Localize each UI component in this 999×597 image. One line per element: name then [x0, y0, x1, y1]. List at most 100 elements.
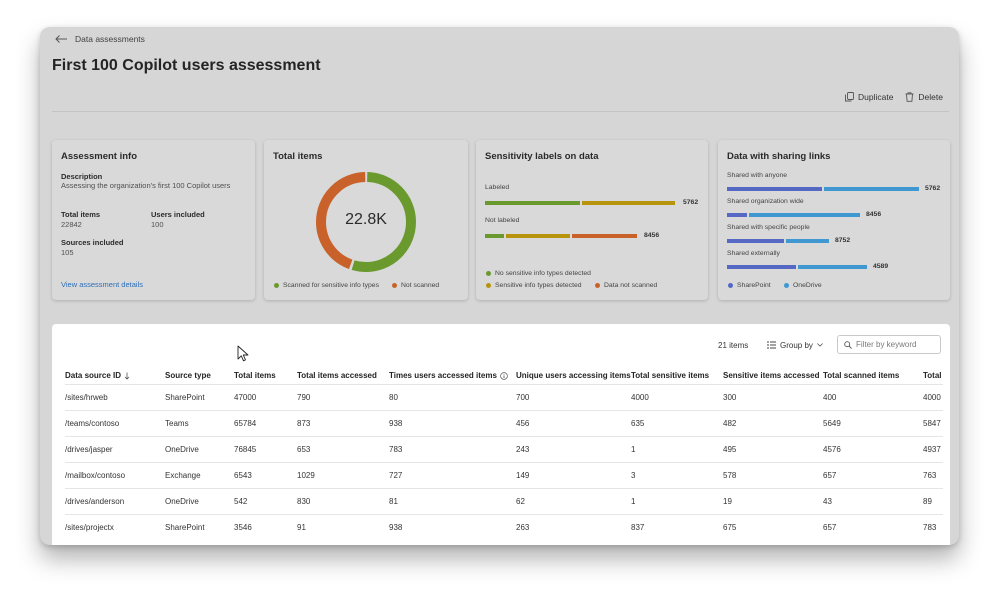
donut-arc-scanned	[316, 172, 416, 272]
column-header[interactable]: Source type	[165, 370, 211, 380]
duplicate-button[interactable]: Duplicate	[845, 92, 893, 102]
table-row[interactable]: /mailbox/contoso Exchange 6543 1029 727 149 3 5…	[65, 461, 943, 488]
filter-input[interactable]	[856, 340, 936, 349]
table-cell: 657	[823, 461, 923, 488]
table-cell: 675	[723, 513, 823, 540]
filter-box[interactable]	[837, 335, 941, 354]
column-header[interactable]: Sensitive items accessed	[723, 370, 820, 380]
bar-segment	[572, 234, 637, 238]
legend-label: OneDrive	[793, 282, 822, 289]
legend-sensitive-detected: Sensitive info types detected	[486, 282, 582, 289]
delete-button[interactable]: Delete	[905, 92, 943, 102]
table-cell: 65784	[234, 409, 297, 436]
table-cell: 81	[389, 487, 516, 514]
bar-segment-sharepoint	[727, 265, 796, 269]
table-row[interactable]: /drives/anderson OneDrive 542 830 81 62 1 19 43 8…	[65, 487, 943, 514]
table-cell: 149	[516, 461, 631, 488]
table-cell: 4576	[823, 435, 923, 462]
column-header[interactable]: Unique users accessing items	[516, 370, 631, 380]
trash-icon	[905, 92, 914, 102]
table-row[interactable]: /sites/hrweb SharePoint 47000 790 80 700 4000 3…	[65, 383, 943, 410]
table-cell: SharePoint	[165, 513, 234, 540]
sharing-bar	[727, 213, 860, 217]
bar-label: Shared with anyone	[727, 172, 788, 179]
table-cell: 263	[516, 513, 631, 540]
table-cell: 837	[631, 513, 723, 540]
legend-not-scanned: Not scanned	[392, 282, 439, 289]
bar-label-not-labeled: Not labeled	[485, 217, 520, 224]
table-cell: 830	[297, 487, 389, 514]
table-cell: Teams	[165, 409, 234, 436]
table-cell: 873	[297, 409, 389, 436]
sensitivity-labels-card: Sensitivity labels on data Labeled 5762 …	[476, 140, 708, 300]
card-title: Total items	[273, 151, 323, 162]
column-header[interactable]: Total items	[234, 370, 276, 380]
legend-dot	[784, 283, 789, 288]
donut-center-value: 22.8K	[345, 211, 387, 228]
info-icon[interactable]	[500, 371, 508, 380]
page-title: First 100 Copilot users assessment	[52, 57, 321, 74]
breadcrumb-label[interactable]: Data assessments	[75, 34, 145, 44]
bar-value-labeled: 5762	[683, 199, 699, 206]
group-by-button[interactable]: Group by	[767, 338, 823, 352]
table-row[interactable]: /drives/jasper OneDrive 76845 653 783 243 1 495…	[65, 435, 943, 462]
bar-segment	[582, 201, 675, 205]
column-header[interactable]: Total scanned items	[823, 370, 900, 380]
table-cell: 763	[923, 461, 943, 488]
table-row[interactable]: /teams/contoso Teams 65784 873 938 456 635 482 5…	[65, 409, 943, 436]
column-header[interactable]: Times users accessed items	[389, 367, 516, 384]
legend-label: Data not scanned	[604, 282, 658, 289]
table-header-row: Data source ID Source type Total items T…	[65, 367, 943, 384]
app-window: Data assessments First 100 Copilot users…	[40, 27, 959, 545]
column-header[interactable]: Total sensitive items	[631, 370, 710, 380]
bar-label-labeled: Labeled	[485, 184, 510, 191]
bar-segment-sharepoint	[727, 187, 822, 191]
table-cell: 542	[234, 487, 297, 514]
table-cell: 456	[516, 409, 631, 436]
table-cell: /teams/contoso	[65, 409, 165, 436]
total-items-donut	[316, 172, 416, 272]
data-sources-table: Data source ID Source type Total items T…	[65, 367, 943, 540]
total-items-card: Total items 22.8K Scanned for sensitive …	[264, 140, 468, 300]
view-assessment-details-link[interactable]: View assessment details	[61, 280, 143, 289]
column-header[interactable]: Total	[923, 370, 942, 380]
bar-labeled	[485, 201, 675, 205]
card-title: Sensitivity labels on data	[485, 151, 599, 162]
table-cell: 1029	[297, 461, 389, 488]
description-text: Assessing the organization's first 100 C…	[61, 181, 231, 190]
table-cell: /sites/hrweb	[65, 383, 165, 410]
column-header[interactable]: Data source ID	[65, 367, 165, 384]
bar-segment-onedrive	[749, 213, 860, 217]
table-cell: 783	[923, 513, 943, 540]
bar-segment-onedrive	[798, 265, 867, 269]
column-header[interactable]: Total items accessed	[297, 370, 377, 380]
table-cell: OneDrive	[165, 435, 234, 462]
bar-segment	[485, 201, 580, 205]
breadcrumb[interactable]: Data assessments	[54, 31, 145, 47]
sharing-links-card: Data with sharing links Shared with anyo…	[718, 140, 950, 300]
table-cell: 243	[516, 435, 631, 462]
bar-label: Shared with specific people	[727, 224, 810, 231]
bar-label: Shared organization wide	[727, 198, 804, 205]
table-cell: 1	[631, 487, 723, 514]
table-cell: 3546	[234, 513, 297, 540]
users-included-value: 100	[151, 220, 164, 229]
table-cell: 89	[923, 487, 943, 514]
table-cell: 47000	[234, 383, 297, 410]
legend-dot	[392, 283, 397, 288]
table-cell: 19	[723, 487, 823, 514]
bar-segment-sharepoint	[727, 239, 784, 243]
table-cell: 5649	[823, 409, 923, 436]
table-cell: /drives/anderson	[65, 487, 165, 514]
table-cell: 938	[389, 409, 516, 436]
card-title: Assessment info	[61, 151, 138, 162]
table-row[interactable]: /sites/projectx SharePoint 3546 91 938 263 837…	[65, 513, 943, 540]
back-arrow-icon[interactable]	[54, 34, 68, 44]
table-cell: 657	[823, 513, 923, 540]
legend-label: Not scanned	[401, 282, 440, 289]
legend-dot	[595, 283, 600, 288]
search-icon	[844, 340, 852, 349]
table-cell: 653	[297, 435, 389, 462]
table-cell: 400	[823, 383, 923, 410]
sort-down-icon[interactable]	[124, 372, 130, 380]
